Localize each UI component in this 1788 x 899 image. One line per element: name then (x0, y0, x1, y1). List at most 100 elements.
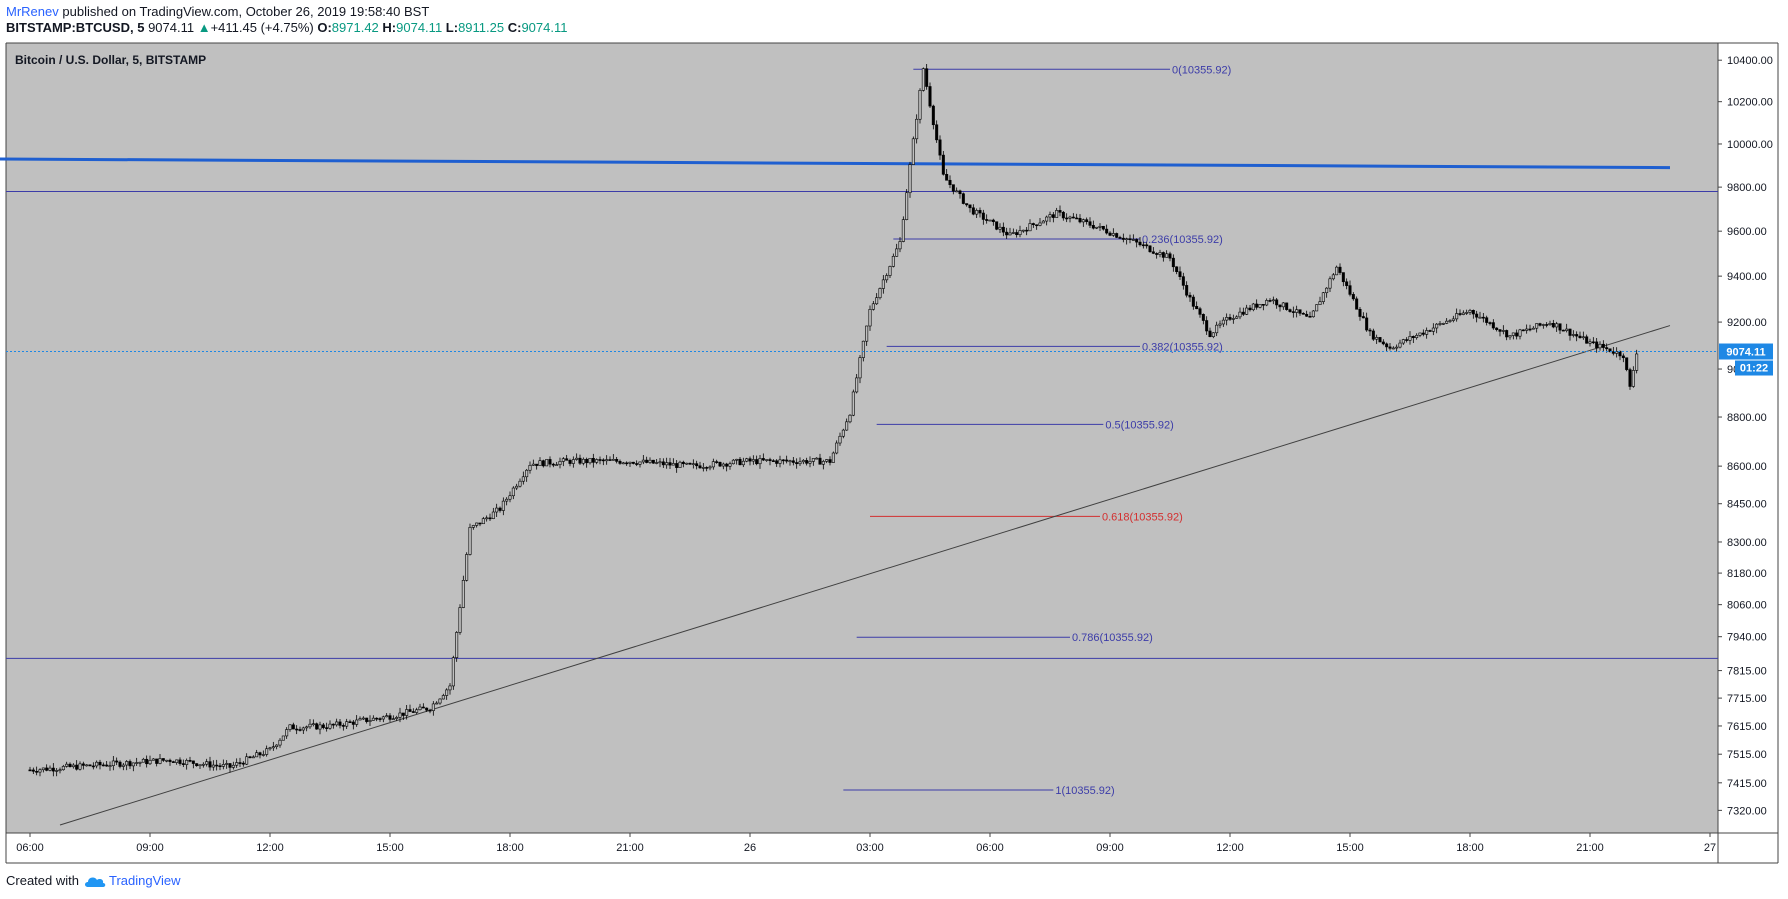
candle-body (125, 761, 129, 766)
candle-body (305, 726, 309, 729)
candle-body (985, 219, 989, 221)
candle-body (971, 207, 975, 215)
candle-body (1165, 253, 1169, 258)
candle-body (371, 717, 375, 721)
candle-body (408, 709, 412, 712)
candle-body (981, 212, 985, 220)
candle-body (801, 460, 805, 463)
candle-body (748, 458, 752, 462)
candle-body (1545, 324, 1549, 326)
candle-body (1281, 302, 1285, 308)
candle-body (545, 459, 549, 467)
candle-body (81, 763, 85, 766)
candle-body (1378, 337, 1382, 343)
x-tick-label: 12:00 (256, 842, 284, 854)
candle-body (528, 465, 532, 471)
candle-body (268, 747, 272, 750)
candle-body (948, 179, 952, 185)
candle-body (1441, 323, 1445, 325)
candle-body (1225, 317, 1229, 321)
candle-body (101, 764, 105, 767)
candle-body (405, 709, 409, 716)
candle-body (521, 476, 525, 482)
candle-body (641, 459, 645, 463)
candle-body (201, 763, 205, 766)
candle-body (381, 716, 385, 720)
candle-body (591, 457, 595, 463)
candle-body (181, 763, 185, 765)
candle-body (945, 173, 949, 181)
author-link[interactable]: MrRenev (6, 4, 59, 19)
candle-body (791, 460, 795, 463)
high-label: H: (382, 20, 397, 35)
candle-body (31, 769, 35, 772)
x-tick-label: 21:00 (616, 842, 644, 854)
low-value: 8911.25 (458, 20, 505, 35)
y-tick-label: 8800.00 (1727, 412, 1767, 424)
candle-body (571, 459, 575, 464)
candle-body (1088, 221, 1092, 226)
candle-body (1561, 329, 1565, 332)
candle-body (525, 469, 529, 478)
candle-body (765, 459, 769, 461)
x-tick-label: 09:00 (1096, 842, 1124, 854)
candle-body (1531, 327, 1535, 330)
candle-body (1031, 223, 1035, 226)
candle-body (351, 721, 355, 725)
tradingview-link[interactable]: TradingView (83, 873, 181, 888)
countdown-badge (1735, 360, 1773, 376)
candle-body (881, 279, 885, 289)
candle-body (721, 463, 725, 467)
candle-body (691, 463, 695, 465)
candle-body (1585, 336, 1589, 344)
candle-body (1488, 322, 1492, 324)
candle-body (1331, 274, 1335, 280)
candle-body (515, 485, 519, 489)
x-tick-label: 26 (744, 842, 756, 854)
candle-body (138, 761, 142, 764)
candle-body (415, 709, 419, 713)
candle-body (1055, 210, 1059, 218)
candle-body (735, 458, 739, 461)
candle-body (1148, 245, 1152, 253)
candle-body (1551, 323, 1555, 328)
candle-body (698, 465, 702, 469)
candle-body (498, 507, 502, 511)
candle-body (1078, 218, 1082, 223)
candle-body (685, 462, 689, 465)
candle-body (1158, 252, 1162, 255)
candle-body (998, 226, 1002, 230)
candle-body (831, 452, 835, 463)
candle-body (1455, 313, 1459, 320)
x-tick-label: 06:00 (16, 842, 44, 854)
candle-body (1411, 336, 1415, 339)
candle-body (761, 458, 765, 461)
candle-body (238, 762, 242, 764)
candle-body (278, 739, 282, 746)
trend-line (59, 325, 1671, 826)
candle-body (1548, 323, 1552, 325)
candle-body (621, 462, 625, 465)
candle-body (91, 765, 95, 768)
candle-body (921, 68, 925, 91)
candle-body (775, 460, 779, 464)
candle-body (225, 763, 229, 765)
chart-title: Bitcoin / U.S. Dollar, 5, BITSTAMP (15, 53, 206, 67)
candle-body (425, 707, 429, 711)
candle-body (648, 459, 652, 463)
candle-body (461, 580, 465, 608)
candle-body (255, 752, 259, 758)
candle-body (585, 458, 589, 464)
candle-body (701, 467, 705, 469)
candle-body (578, 457, 582, 464)
candle-body (1395, 346, 1399, 349)
candle-body (1241, 311, 1245, 315)
candle-body (1198, 308, 1202, 315)
x-tick-label: 18:00 (1456, 842, 1484, 854)
candle-body (1235, 316, 1239, 319)
candle-body (1515, 332, 1519, 337)
tradingview-cloud-icon (84, 877, 106, 887)
candle-body (988, 219, 992, 222)
x-tick-label: 03:00 (856, 842, 884, 854)
